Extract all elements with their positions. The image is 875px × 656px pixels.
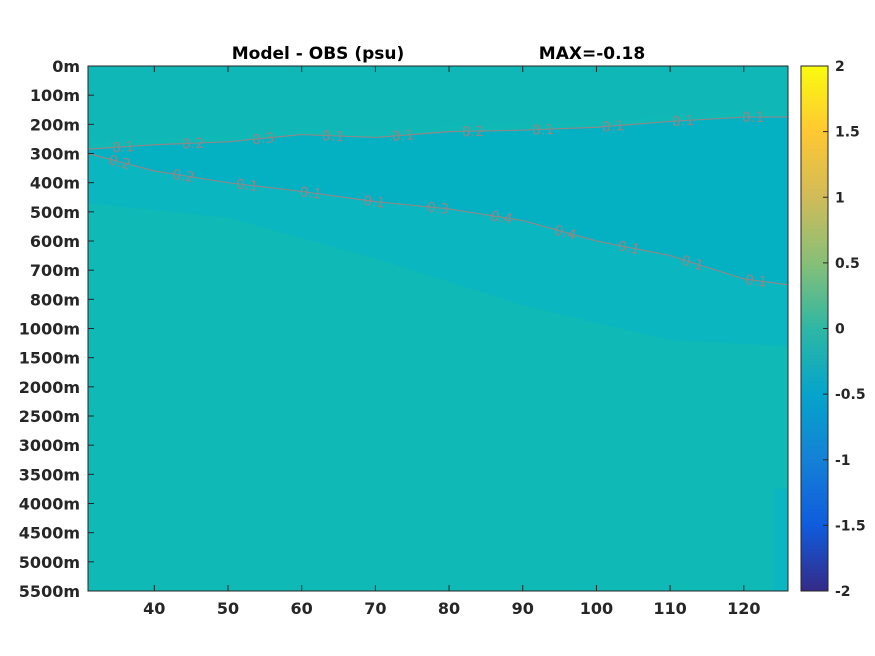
y-tick-label: 3500m bbox=[19, 465, 80, 484]
colorbar: 2 1.5 1 0.5 0 -0.5 -1 -1.5 -2 bbox=[800, 59, 866, 600]
contour-label: 0.2 bbox=[182, 136, 205, 153]
y-tick-label: 2000m bbox=[19, 378, 80, 397]
x-tick-label: 50 bbox=[217, 599, 239, 618]
contour-label: 0.1 bbox=[111, 139, 134, 156]
y-tick-label: 4000m bbox=[19, 495, 80, 514]
y-tick-label: 5000m bbox=[19, 553, 80, 572]
y-tick-label: 4500m bbox=[19, 524, 80, 543]
contour-label: 0.1 bbox=[235, 177, 259, 196]
y-tick-label: 0m bbox=[52, 57, 80, 76]
colorbar-tick-label: 0.5 bbox=[835, 256, 860, 272]
x-tick-label: 120 bbox=[727, 599, 760, 618]
colorbar-tick-label: 2 bbox=[835, 59, 845, 75]
y-tick-label: 700m bbox=[30, 261, 80, 280]
y-tick-label: 500m bbox=[30, 203, 80, 222]
contour-label: 0.1 bbox=[322, 128, 345, 145]
chart-title: Model - OBS (psu) bbox=[232, 44, 405, 64]
y-tick-label: 600m bbox=[30, 232, 80, 251]
x-tick-label: 40 bbox=[143, 599, 165, 618]
contour-label: 0.3 bbox=[426, 200, 450, 218]
contour-upper: 0.1 0.2 0.3 0.1 0.1 0.2 0.1 0.1 0.1 0.1 bbox=[87, 110, 788, 157]
x-tick-label: 90 bbox=[512, 599, 534, 618]
colorbar-tick-label: 1 bbox=[835, 190, 845, 206]
y-tick-label: 800m bbox=[30, 290, 80, 309]
contour-label: 0.1 bbox=[616, 238, 641, 258]
colorbar-tick-label: 0 bbox=[835, 322, 845, 338]
contour-label: 0.1 bbox=[742, 110, 764, 126]
contour-label: 0.1 bbox=[532, 122, 555, 139]
contour-label: 0.2 bbox=[107, 152, 133, 173]
y-tick-label: 5500m bbox=[19, 582, 80, 601]
contour-label: 0.1 bbox=[362, 193, 386, 212]
surface-region bbox=[88, 66, 788, 144]
colorbar-tick-label: -1 bbox=[835, 453, 851, 469]
y-tick-label: 1000m bbox=[19, 320, 80, 339]
x-axis-ticks: 40 50 60 70 80 90 100 110 120 bbox=[143, 66, 760, 618]
y-tick-label: 300m bbox=[30, 145, 80, 164]
contour-label: 0.1 bbox=[744, 272, 768, 291]
max-label: MAX=-0.18 bbox=[539, 44, 645, 64]
mid-depth-region bbox=[88, 153, 788, 346]
intermediate-region bbox=[88, 117, 788, 285]
y-tick-label: 100m bbox=[30, 86, 80, 105]
x-tick-label: 60 bbox=[291, 599, 313, 618]
colorbar-tick-label: -2 bbox=[835, 584, 851, 600]
contour-label: 0.2 bbox=[171, 167, 195, 186]
contour-label: 0.1 bbox=[298, 184, 322, 203]
contour-label: 0.3 bbox=[251, 130, 275, 148]
contour-label: 0.1 bbox=[391, 127, 414, 145]
y-tick-label: 400m bbox=[30, 174, 80, 193]
x-tick-label: 80 bbox=[438, 599, 460, 618]
contour-lower: 0.2 0.2 0.1 0.1 0.1 0.3 0.4 0.4 0.1 0.1 0.1 bbox=[87, 152, 789, 291]
y-tick-label: 3000m bbox=[19, 436, 80, 455]
plot-area: 0.1 0.2 0.3 0.1 0.1 0.2 0.1 0.1 0.1 0.10.20.2 0.1 0… bbox=[87, 65, 789, 592]
contour-label: 0.2 bbox=[462, 124, 485, 140]
contour-label: 0.1 bbox=[679, 253, 705, 275]
colorbar-tick-label: -1.5 bbox=[835, 518, 866, 534]
contour-line bbox=[87, 116, 788, 150]
x-tick-label: 100 bbox=[580, 599, 613, 618]
y-tick-label: 1500m bbox=[19, 349, 80, 368]
contour-label: 0.4 bbox=[489, 209, 514, 228]
contour-line bbox=[87, 152, 789, 286]
contour-label: 0.1 bbox=[601, 118, 624, 136]
right-edge-strip bbox=[774, 488, 788, 591]
colorbar-tick-label: 1.5 bbox=[835, 125, 860, 141]
contour-label: 0.1 bbox=[671, 113, 694, 130]
y-axis-ticks: 0m 100m 200m 300m 400m 500m 600m 700m 800m 1000m 1… bbox=[19, 57, 94, 601]
contour-label: 0.4 bbox=[552, 223, 578, 244]
y-tick-label: 200m bbox=[30, 115, 80, 134]
x-tick-label: 110 bbox=[653, 599, 686, 618]
y-tick-label: 2500m bbox=[19, 407, 80, 426]
x-tick-label: 70 bbox=[364, 599, 386, 618]
colorbar-tick-label: -0.5 bbox=[835, 387, 866, 403]
